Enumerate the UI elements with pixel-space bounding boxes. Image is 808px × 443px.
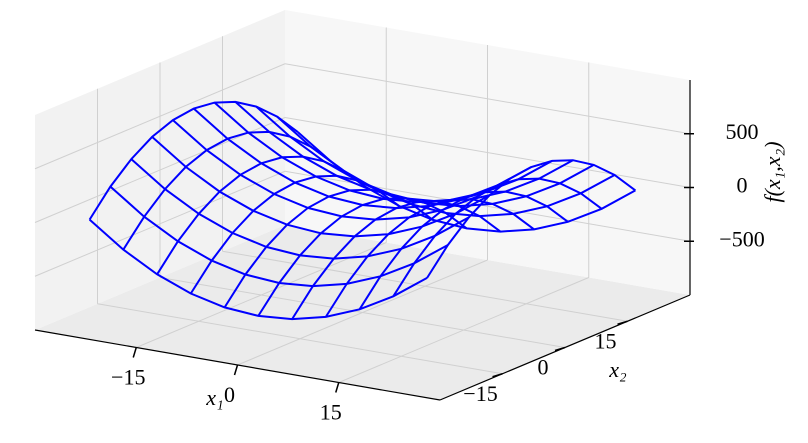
y-axis-line: [439, 294, 691, 401]
tick-mark: [233, 364, 239, 376]
wire-line: [130, 158, 470, 260]
wire-line: [297, 131, 636, 233]
x-axis-line: [34, 329, 441, 401]
z-tick-label: 0: [737, 173, 748, 198]
grid-line: [284, 117, 691, 188]
wire-line: [213, 101, 553, 204]
grid-line: [222, 250, 628, 322]
z-tick-label: 500: [726, 119, 759, 144]
y-tick-label: −15: [463, 381, 497, 406]
grid-line: [97, 303, 503, 375]
z-tick-label: −500: [719, 226, 764, 251]
grid-line: [284, 63, 691, 135]
grid-line: [34, 170, 286, 277]
grid-line: [159, 277, 566, 348]
x-tick-label: 0: [224, 382, 235, 407]
x-tick-label: −15: [111, 365, 145, 390]
grid-line: [34, 63, 286, 170]
wire-line: [151, 136, 491, 238]
wire-line: [255, 105, 595, 208]
wire-line: [109, 185, 449, 288]
wire-line: [88, 218, 428, 321]
x-tick-label: 15: [320, 400, 342, 425]
tick-mark: [132, 347, 137, 358]
x-axis-label: x₁: [205, 385, 223, 410]
y-tick-label: 15: [595, 328, 617, 353]
tick-mark: [335, 382, 340, 393]
y-tick-label: 0: [538, 355, 549, 380]
z-axis-label: f(x₁,x₂): [760, 141, 785, 202]
y-axis-label: x₂: [608, 357, 627, 382]
